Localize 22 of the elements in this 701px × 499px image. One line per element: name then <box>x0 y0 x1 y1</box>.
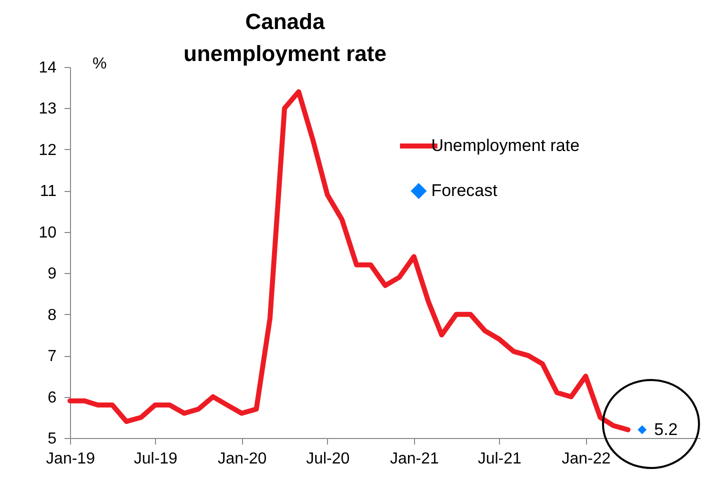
y-tick-label: 13 <box>38 100 57 118</box>
x-tick-label: Jul-21 <box>478 450 522 468</box>
y-tick-label: 11 <box>40 183 57 200</box>
y-tick-label: 9 <box>48 266 57 283</box>
y-tick-label: 10 <box>38 224 57 242</box>
data-label: 5.2 <box>654 420 678 439</box>
y-tick-label: 5 <box>48 430 57 448</box>
chart-title: Canada unemployment rate <box>182 8 388 68</box>
y-axis-title: % <box>92 56 107 72</box>
x-tick-label: Jan-22 <box>562 450 611 468</box>
x-tick-label: Jan-19 <box>46 450 96 468</box>
y-tick-label: 8 <box>48 306 57 324</box>
y-tick-label: 6 <box>48 389 57 406</box>
x-tick-label: Jan-20 <box>218 450 267 468</box>
legend-label: Forecast <box>431 180 498 200</box>
x-tick-label: Jan-21 <box>390 450 439 468</box>
legend-label: Unemployment rate <box>431 136 580 155</box>
x-tick-label: Jul-20 <box>306 450 350 468</box>
y-tick-label: 12 <box>38 142 57 159</box>
y-tick-label: 14 <box>38 60 57 76</box>
y-tick-label: 7 <box>48 348 57 366</box>
x-tick-label: Jul-19 <box>134 450 178 468</box>
